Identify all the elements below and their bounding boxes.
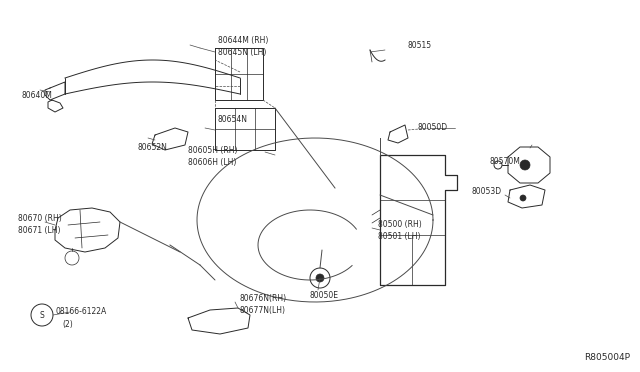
Text: 80501 (LH): 80501 (LH)	[378, 232, 420, 241]
Text: 80644M (RH): 80644M (RH)	[218, 35, 268, 45]
Circle shape	[520, 195, 526, 201]
Text: 80670 (RH): 80670 (RH)	[18, 214, 61, 222]
Text: 80606H (LH): 80606H (LH)	[188, 157, 236, 167]
Text: 80050D: 80050D	[418, 124, 448, 132]
Text: 80652N: 80652N	[138, 144, 168, 153]
Text: 80050E: 80050E	[310, 291, 339, 299]
Text: S: S	[40, 311, 44, 320]
Text: R805004P: R805004P	[584, 353, 630, 362]
Text: 08166-6122A: 08166-6122A	[55, 308, 106, 317]
Text: 80640M: 80640M	[22, 92, 53, 100]
Text: 80645N (LH): 80645N (LH)	[218, 48, 266, 57]
Text: 80053D: 80053D	[472, 187, 502, 196]
Text: 80654N: 80654N	[218, 115, 248, 125]
Circle shape	[520, 160, 530, 170]
Text: 80677N(LH): 80677N(LH)	[240, 305, 286, 314]
Text: 80676N(RH): 80676N(RH)	[240, 294, 287, 302]
Text: 80671 (LH): 80671 (LH)	[18, 225, 61, 234]
Text: 80570M: 80570M	[490, 157, 521, 167]
Text: 80605H (RH): 80605H (RH)	[188, 145, 237, 154]
Text: 80500 (RH): 80500 (RH)	[378, 221, 422, 230]
Text: 80515: 80515	[408, 41, 432, 49]
Text: (2): (2)	[62, 321, 73, 330]
Circle shape	[316, 274, 324, 282]
